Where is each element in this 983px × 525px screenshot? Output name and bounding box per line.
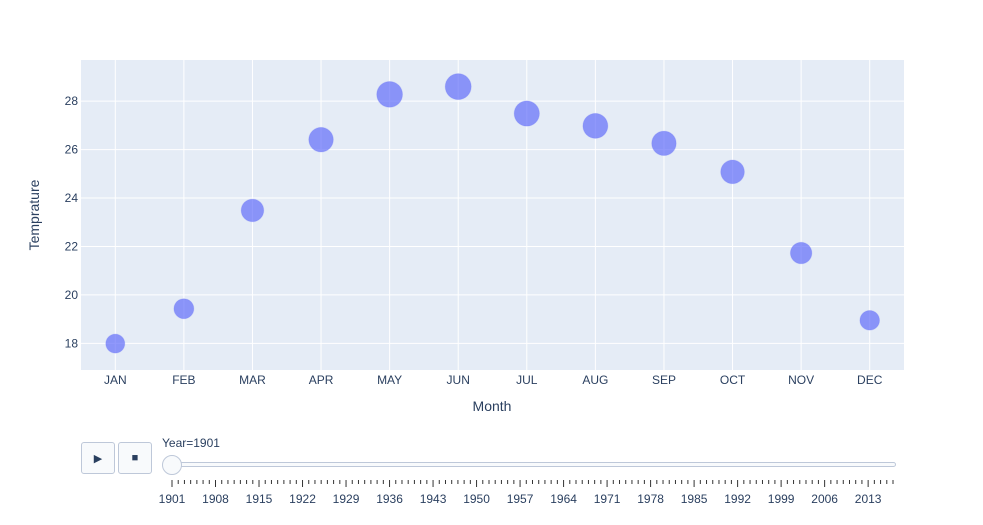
y-tick-labels: 18 20 22 24 26 28 (65, 94, 79, 350)
slider-tick-label: 1978 (637, 492, 664, 506)
x-tick-labels: JAN FEB MAR APR MAY JUN JUL AUG SEP OCT NOV DEC (104, 373, 883, 387)
slider-tick-label: 1915 (246, 492, 273, 506)
data-point (720, 159, 745, 185)
y-tick-label: 24 (65, 191, 79, 205)
data-point (376, 80, 404, 108)
play-button[interactable]: ▶ (81, 442, 115, 474)
slider-tick-label: 2013 (855, 492, 882, 506)
data-point (308, 126, 334, 153)
data-markers (105, 73, 881, 354)
slider-tick-label: 1908 (202, 492, 229, 506)
data-point (651, 130, 677, 157)
slider-tick-label: 1950 (463, 492, 490, 506)
data-point (444, 73, 472, 101)
y-tick-label: 20 (65, 288, 79, 302)
x-tick-label: MAR (239, 373, 266, 387)
play-icon: ▶ (93, 452, 103, 465)
x-tick-label: OCT (720, 373, 746, 387)
slider-tick-label: 1922 (289, 492, 316, 506)
data-point (105, 333, 126, 354)
slider-tick-label: 1901 (159, 492, 186, 506)
data-point (173, 298, 195, 320)
slider-tick-label: 1971 (594, 492, 621, 506)
x-tick-label: DEC (857, 373, 883, 387)
grid-lines (81, 60, 904, 370)
slider-current-value: Year=1901 (162, 436, 220, 450)
slider-tick-label: 2006 (811, 492, 838, 506)
data-point (240, 198, 265, 223)
data-point (513, 100, 540, 127)
y-tick-label: 28 (65, 94, 79, 108)
x-tick-label: JUL (516, 373, 538, 387)
x-axis-title: Month (473, 398, 512, 414)
y-tick-label: 22 (65, 239, 79, 253)
slider-tick-label: 1936 (376, 492, 403, 506)
y-tick-label: 18 (65, 336, 79, 350)
slider-tick-label: 1957 (507, 492, 534, 506)
slider-tick-label: 1999 (768, 492, 795, 506)
slider-tick-label: 1985 (681, 492, 708, 506)
slider-tick-label: 1964 (550, 492, 577, 506)
stop-button[interactable]: ■ (118, 442, 152, 474)
year-slider-handle[interactable] (162, 455, 182, 475)
y-tick-label: 26 (65, 143, 79, 157)
x-tick-label: SEP (652, 373, 676, 387)
x-tick-label: JUN (447, 373, 470, 387)
x-tick-label: JAN (104, 373, 127, 387)
slider-ticks: 1901 1908 1915 1922 1929 1936 1943 1950 1957 1964… (159, 480, 894, 506)
plot-area (81, 60, 904, 370)
stop-icon: ■ (131, 452, 139, 464)
x-tick-label: AUG (582, 373, 608, 387)
data-point (859, 310, 881, 331)
x-tick-label: FEB (172, 373, 195, 387)
x-tick-label: APR (309, 373, 334, 387)
slider-tick-label: 1992 (724, 492, 751, 506)
data-point (789, 241, 813, 265)
x-tick-label: MAY (377, 373, 402, 387)
slider-tick-label: 1929 (333, 492, 360, 506)
slider-tick-label: 1943 (420, 492, 447, 506)
data-point (582, 112, 609, 139)
x-tick-label: NOV (788, 373, 814, 387)
y-axis-title: Temprature (26, 179, 42, 250)
year-slider-track[interactable] (166, 462, 896, 467)
